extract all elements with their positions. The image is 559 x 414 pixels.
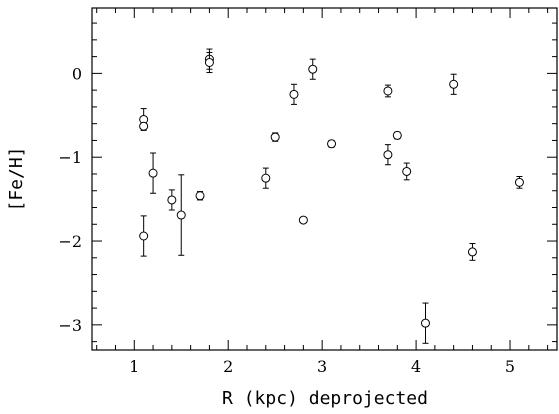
data-point	[449, 73, 459, 95]
data-point	[261, 167, 271, 189]
data-marker	[383, 86, 393, 96]
data-marker	[270, 132, 280, 142]
data-point	[420, 302, 430, 344]
data-marker	[289, 89, 299, 99]
data-points	[139, 48, 524, 344]
data-point	[167, 189, 177, 211]
data-point	[139, 215, 149, 257]
data-point	[176, 174, 186, 256]
data-point	[383, 84, 393, 98]
data-marker	[383, 150, 393, 160]
x-tick-label: 3	[317, 357, 327, 376]
data-point	[289, 83, 299, 105]
data-point	[270, 132, 280, 142]
data-marker	[195, 191, 205, 201]
data-marker	[176, 210, 186, 220]
x-tick-label: 5	[505, 357, 515, 376]
plot-frame	[91, 7, 558, 351]
data-point	[204, 51, 214, 74]
data-marker	[449, 79, 459, 89]
data-marker	[298, 215, 308, 225]
y-tick-label: −3	[58, 316, 82, 335]
x-tick-label: 4	[411, 357, 421, 376]
data-marker	[261, 173, 271, 183]
data-point	[298, 215, 308, 225]
x-axis-tick-labels: 1 2 3 4 5	[129, 357, 515, 376]
y-tick-label: −1	[58, 148, 82, 167]
data-marker	[327, 139, 337, 149]
data-point	[327, 139, 337, 149]
data-point	[195, 191, 205, 201]
data-marker	[148, 168, 158, 178]
data-marker	[308, 64, 318, 74]
data-marker	[139, 231, 149, 241]
data-point	[514, 175, 524, 189]
data-point	[148, 152, 158, 194]
y-tick-label: 0	[72, 64, 82, 83]
data-marker	[204, 57, 214, 67]
y-tick-label: −2	[58, 232, 82, 251]
data-point	[139, 121, 149, 131]
data-marker	[139, 121, 149, 131]
x-axis-label: R (kpc) deprojected	[222, 388, 428, 409]
y-axis-tick-labels: −3 −2 −1 0	[58, 64, 82, 334]
data-point	[402, 162, 412, 181]
y-axis-ticks	[92, 22, 557, 343]
data-marker	[467, 247, 477, 257]
data-marker	[167, 195, 177, 205]
data-marker	[420, 318, 430, 328]
data-point	[467, 243, 477, 261]
data-marker	[514, 177, 524, 187]
data-point	[308, 58, 318, 80]
y-axis-label: [Fe/H]	[6, 146, 27, 211]
x-axis-ticks	[96, 8, 549, 350]
x-tick-label: 1	[129, 357, 139, 376]
data-point	[383, 144, 393, 166]
data-point	[392, 130, 402, 140]
data-marker	[402, 166, 412, 176]
data-marker	[392, 130, 402, 140]
x-tick-label: 2	[223, 357, 233, 376]
